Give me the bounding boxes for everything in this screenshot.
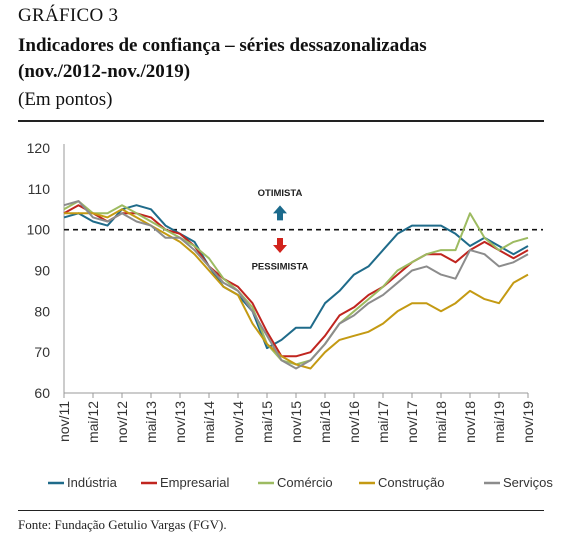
source-note: Fonte: Fundação Getulio Vargas (FGV). [18, 517, 227, 532]
top-rule [18, 120, 544, 122]
y-tick-label: 100 [27, 222, 51, 238]
x-tick-label: nov/12 [114, 401, 130, 443]
y-tick-label: 60 [34, 385, 50, 401]
y-tick-label: 70 [34, 344, 50, 360]
x-tick-label: mai/14 [201, 401, 217, 443]
x-tick-label: mai/18 [433, 401, 449, 443]
legend-label: Indústria [67, 475, 118, 490]
x-tick-label: mai/12 [85, 401, 101, 443]
x-tick-label: mai/19 [491, 401, 507, 443]
legend-label: Construção [378, 475, 444, 490]
x-tick-label: mai/15 [259, 401, 275, 443]
x-tick-label: nov/18 [462, 401, 478, 443]
legend-label: Empresarial [160, 475, 229, 490]
line-chart: 60 70 80 90 100 110 120 nov/11 mai/12 nov/12 mai/… [27, 140, 554, 490]
y-axis: 60 70 80 90 100 110 120 [27, 140, 65, 401]
series-line-0 [63, 204, 529, 350]
x-axis: nov/11 mai/12 nov/12 mai/13 nov/13 mai/14 nov/… [56, 392, 536, 443]
x-tick-label: mai/17 [375, 401, 391, 443]
legend-label: Comércio [277, 475, 333, 490]
y-tick-label: 80 [34, 303, 50, 319]
x-tick-label: nov/19 [520, 401, 536, 443]
annotation-pessimist: PESSIMISTA [252, 261, 309, 272]
arrow-up-icon [273, 205, 287, 221]
x-tick-label: nov/15 [288, 401, 304, 443]
y-tick-label: 90 [34, 263, 50, 279]
chart-subtitle: (nov./2012-nov./2019) [18, 61, 191, 82]
arrow-down-icon [273, 237, 287, 253]
series-lines [63, 200, 529, 370]
series-line-1 [63, 204, 529, 358]
x-tick-label: nov/14 [230, 401, 246, 443]
figure-label: GRÁFICO 3 [18, 5, 119, 26]
chart-title: Indicadores de confiança – séries dessaz… [18, 35, 427, 56]
bottom-rule [18, 510, 544, 511]
y-tick-label: 120 [27, 140, 51, 156]
series-line-2 [63, 200, 529, 366]
x-tick-label: nov/11 [56, 401, 72, 442]
annotations: OTIMISTA PESSIMISTA [252, 188, 309, 272]
series-line-3 [64, 208, 529, 370]
annotation-optimist: OTIMISTA [258, 188, 303, 199]
y-tick-label: 110 [28, 181, 51, 197]
legend-label: Serviços [503, 475, 553, 490]
x-tick-label: nov/13 [172, 401, 188, 443]
x-tick-label: mai/16 [317, 401, 333, 443]
chart-unit: (Em pontos) [18, 89, 113, 110]
series-line-4 [63, 200, 529, 370]
x-tick-label: nov/17 [404, 401, 420, 443]
legend: Indústria Empresarial Comércio Construção Se… [48, 475, 553, 490]
x-tick-label: nov/16 [346, 401, 362, 443]
x-tick-label: mai/13 [143, 401, 159, 443]
